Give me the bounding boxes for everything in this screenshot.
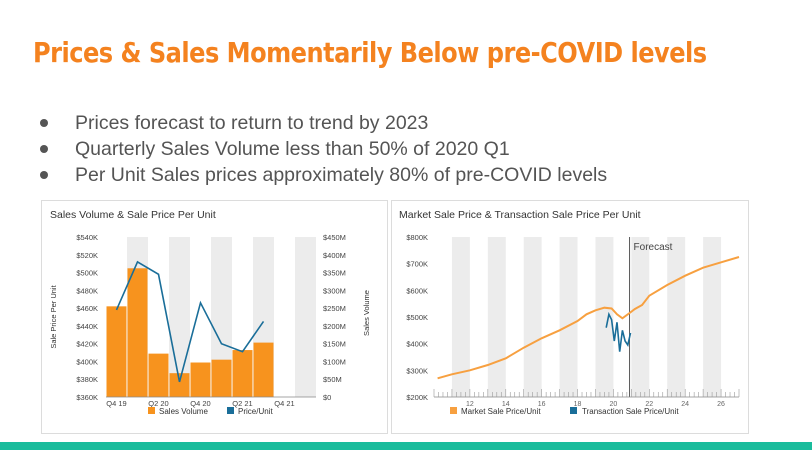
x-tick-label: Q4 20 — [190, 399, 210, 408]
y-tick-label: $200K — [406, 393, 428, 402]
chart-title: Sales Volume & Sale Price Per Unit — [50, 209, 216, 221]
x-tick-label: 26 — [717, 401, 725, 408]
bullet-item: Per Unit Sales prices approximately 80% … — [40, 162, 607, 188]
bullet-list: Prices forecast to return to trend by 20… — [40, 110, 607, 188]
sales-volume-chart: Sales Volume & Sale Price Per Unit $360K $… — [49, 209, 371, 416]
grid-band — [451, 237, 470, 397]
market-sale-price-line — [437, 256, 740, 380]
x-tick-label: 20 — [610, 401, 618, 408]
y2-tick-label: $300M — [323, 286, 346, 295]
x-tick-label: Q4 19 — [106, 399, 126, 408]
grid-band — [631, 237, 650, 397]
chart-title: Market Sale Price & Transaction Sale Pri… — [399, 209, 641, 221]
legend-swatch-sales-volume — [148, 407, 155, 414]
x-tick-label: 22 — [645, 401, 653, 408]
y-tick-label: $600K — [406, 286, 428, 295]
y-tick-label: $800K — [406, 233, 428, 242]
sales-volume-bar — [211, 359, 232, 397]
bullet-text: Per Unit Sales prices approximately 80% … — [75, 164, 608, 186]
bullet-text: Quarterly Sales Volume less than 50% of … — [75, 138, 510, 160]
x-tick-label: 24 — [681, 401, 689, 408]
bullet-item: Quarterly Sales Volume less than 50% of … — [40, 136, 607, 162]
y2-axis-label: Sales Volume — [362, 290, 371, 336]
y2-tick-label: $450M — [323, 233, 346, 242]
market-price-chart: Market Sale Price & Transaction Sale Pri… — [399, 209, 740, 416]
y-tick-label: $480K — [76, 286, 98, 295]
grid-band — [295, 237, 316, 397]
bullet-text: Prices forecast to return to trend by 20… — [75, 112, 429, 134]
y-tick-label: $400K — [406, 340, 428, 349]
sales-volume-bar — [106, 306, 127, 397]
y-tick-label: $700K — [406, 260, 428, 269]
legend-label-transaction: Transaction Sale Price/Unit — [582, 407, 679, 416]
slide-title: Prices & Sales Momentarily Below pre-COV… — [33, 36, 707, 69]
y2-tick-label: $200M — [323, 322, 346, 331]
grid-band — [487, 237, 506, 397]
grid-band — [211, 237, 232, 397]
y-tick-label: $500K — [76, 269, 98, 278]
forecast-label: Forecast — [634, 242, 673, 253]
y-tick-label: $520K — [76, 251, 98, 260]
bullet-item: Prices forecast to return to trend by 20… — [40, 110, 607, 136]
x-tick-label: Q2 21 — [232, 399, 252, 408]
y-tick-label: $440K — [76, 322, 98, 331]
sales-volume-bar — [169, 373, 190, 397]
bullet-dot-icon — [40, 119, 48, 127]
x-tick-label: 12 — [466, 401, 474, 408]
legend-swatch-price-per-unit — [227, 407, 234, 414]
y2-tick-label: $400M — [323, 251, 346, 260]
y2-tick-label: $150M — [323, 340, 346, 349]
legend-label-sales-volume: Sales Volume — [159, 407, 208, 416]
y2-tick-label: $350M — [323, 269, 346, 278]
sales-volume-bar — [253, 342, 274, 397]
bullet-dot-icon — [40, 171, 48, 179]
y2-tick-label: $100M — [323, 357, 346, 366]
x-tick-label: 18 — [574, 401, 582, 408]
sales-volume-bar — [127, 268, 148, 397]
x-tick-label: 16 — [538, 401, 546, 408]
grid-band — [169, 237, 190, 397]
y-tick-label: $500K — [406, 313, 428, 322]
y-tick-label: $380K — [76, 375, 98, 384]
bottom-accent-bar — [0, 442, 812, 450]
sales-volume-bar — [232, 350, 253, 397]
y-tick-label: $360K — [76, 393, 98, 402]
y-tick-label: $420K — [76, 340, 98, 349]
x-tick-label: Q4 21 — [274, 399, 294, 408]
y2-tick-label: $50M — [323, 375, 342, 384]
y2-tick-label: $250M — [323, 304, 346, 313]
legend-swatch-market — [450, 407, 457, 414]
y-tick-label: $400K — [76, 357, 98, 366]
legend-label-price-per-unit: Price/Unit — [238, 407, 273, 416]
transaction-sale-price-line — [605, 311, 632, 352]
y-tick-label: $460K — [76, 304, 98, 313]
y-tick-label: $540K — [76, 233, 98, 242]
sales-volume-bar — [190, 362, 211, 397]
sales-volume-bar — [148, 353, 169, 397]
x-tick-label: Q2 20 — [148, 399, 168, 408]
grid-band — [559, 237, 578, 397]
bullet-dot-icon — [40, 145, 48, 153]
y2-tick-label: $0 — [323, 393, 331, 402]
price-per-unit-line — [115, 260, 265, 383]
grid-band — [523, 237, 542, 397]
x-tick-label: 14 — [502, 401, 510, 408]
y-axis-label: Sale Price Per Unit — [49, 284, 58, 348]
y-tick-label: $300K — [406, 366, 428, 375]
sales-volume-chart-panel: Sales Volume & Sale Price Per Unit $360K $… — [41, 200, 388, 434]
grid-band — [667, 237, 686, 397]
grid-band — [595, 237, 614, 397]
grid-band — [703, 237, 722, 397]
legend-swatch-transaction — [570, 407, 577, 414]
legend-label-market: Market Sale Price/Unit — [461, 407, 541, 416]
market-price-chart-panel: Market Sale Price & Transaction Sale Pri… — [391, 200, 749, 434]
